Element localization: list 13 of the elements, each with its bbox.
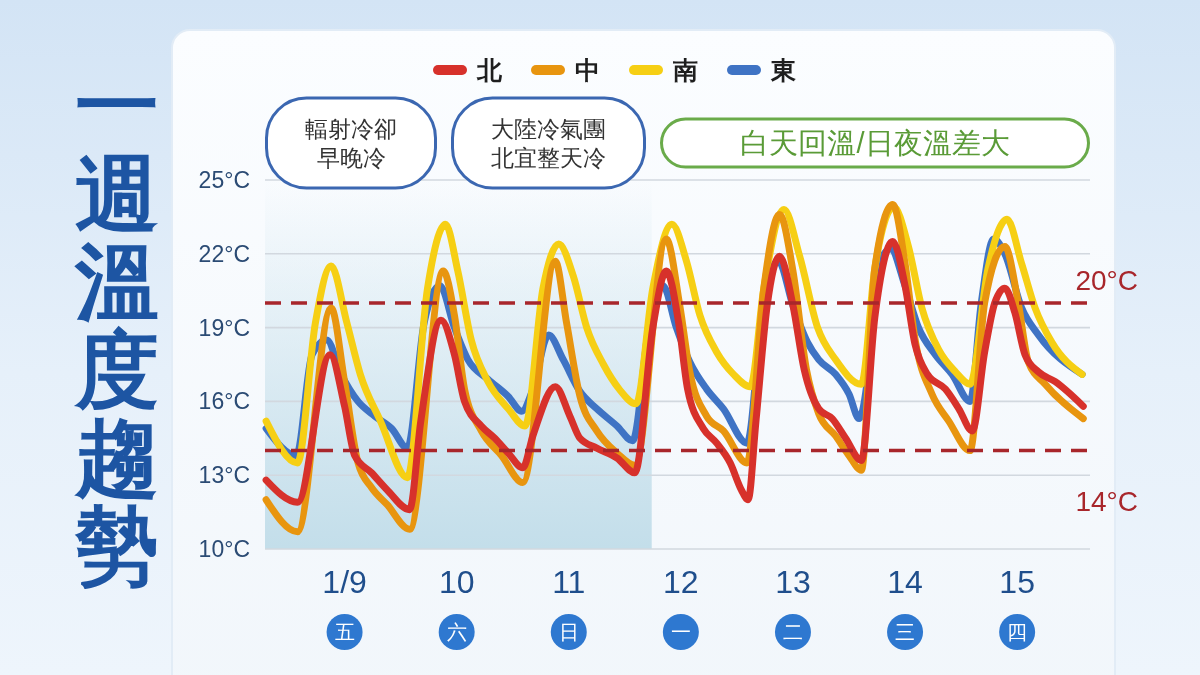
ref-line-label: 20°C: [1075, 265, 1138, 296]
y-tick-label: 22°C: [198, 240, 250, 267]
y-tick-label: 16°C: [198, 388, 250, 415]
title: 一週溫度趨勢: [75, 59, 159, 593]
legend-label: 北: [476, 56, 503, 84]
legend-label: 中: [575, 56, 600, 84]
y-tick-label: 13°C: [198, 462, 250, 489]
ref-line-label: 14°C: [1075, 485, 1138, 517]
y-tick-label: 19°C: [198, 314, 250, 341]
y-tick-label: 25°C: [198, 167, 250, 193]
legend-label: 南: [672, 56, 698, 84]
y-tick-label: 10°C: [198, 536, 250, 562]
legend-label: 東: [770, 56, 796, 84]
